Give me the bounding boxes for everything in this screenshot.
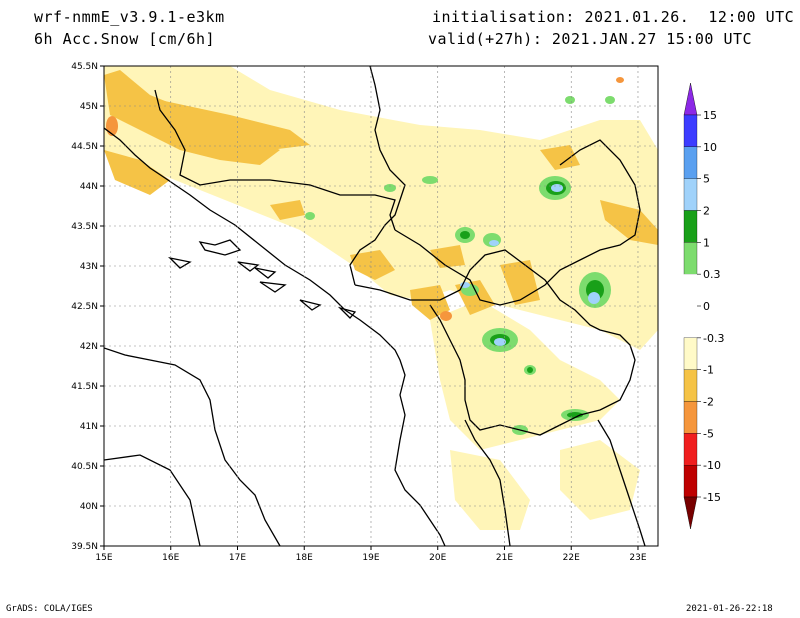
variable-title: 6h Acc.Snow [cm/6h] (34, 30, 216, 48)
longitude-labels: 15E 16E 17E 18E 19E 20E 21E 22E 23E (95, 546, 647, 563)
colorbar-label: -0.3 (703, 332, 724, 345)
lon-tick-label: 19E (362, 553, 379, 563)
lat-tick-label: 39.5N (71, 542, 98, 552)
valid-time-label: valid(+27h): 2021.JAN.27 15:00 UTC (428, 30, 753, 48)
snow-light-green-areas (305, 96, 615, 435)
colorbar-swatch (683, 146, 698, 179)
colorbar-bottom-arrow (683, 496, 698, 530)
colorbar-label: -10 (703, 459, 721, 472)
colorbar-swatch (683, 242, 698, 275)
snow-yellow-areas (104, 70, 658, 320)
colorbar-swatch (683, 433, 698, 466)
colorbar-label: -15 (703, 491, 721, 504)
initialisation-label: initialisation: 2021.01.26. 12:00 UTC (432, 8, 795, 26)
colorbar-label: -2 (703, 396, 714, 409)
snow-orange-areas (106, 77, 624, 321)
lat-tick-label: 42.5N (71, 302, 98, 312)
colorbar-swatch (684, 274, 697, 306)
snow-field (104, 66, 658, 530)
colorbar-swatch (684, 306, 697, 338)
lat-tick-label: 40N (80, 502, 98, 512)
lon-tick-label: 21E (496, 553, 513, 563)
grads-credit: GrADS: COLA/IGES (6, 604, 93, 614)
colorbar-label: 10 (703, 141, 717, 154)
lat-tick-label: 44N (80, 182, 98, 192)
latitude-labels: 45.5N 45N 44.5N 44N 43.5N 43N 42.5N 42N 41.5N 41N… (71, 62, 104, 552)
colorbar-label: 2 (703, 205, 710, 218)
colorbar-label: 15 (703, 109, 717, 122)
lat-tick-label: 43N (80, 262, 98, 272)
colorbar-swatch (683, 210, 698, 243)
colorbar-swatch (683, 401, 698, 434)
colorbar-swatch (683, 369, 698, 402)
lat-lon-grid (104, 66, 658, 546)
render-timestamp: 2021-01-26-22:18 (686, 604, 773, 614)
lat-tick-label: 44.5N (71, 142, 98, 152)
colorbar-swatch (683, 465, 698, 498)
snow-light-blue-areas (460, 184, 600, 346)
coastlines-borders (104, 66, 646, 546)
lon-tick-label: 20E (429, 553, 446, 563)
colorbar-swatch (683, 337, 698, 370)
lat-tick-label: 43.5N (71, 222, 98, 232)
model-title: wrf-nmmE_v3.9.1-e3km (34, 8, 225, 26)
colorbar-label: 1 (703, 236, 710, 249)
lat-tick-label: 41.5N (71, 382, 98, 392)
lat-tick-label: 41N (80, 422, 98, 432)
lon-tick-label: 23E (629, 553, 646, 563)
colorbar-label: 5 (703, 173, 710, 186)
lon-tick-label: 15E (95, 553, 112, 563)
colorbar-swatch (683, 178, 698, 211)
colorbar: 15 10 5 2 1 0.3 0 -0.3 -1 -2 -5 -10 -15 (683, 82, 724, 530)
lat-tick-label: 40.5N (71, 462, 98, 472)
colorbar-label: -1 (703, 364, 714, 377)
lat-tick-label: 45.5N (71, 62, 98, 72)
colorbar-top-arrow (683, 82, 698, 116)
lon-tick-label: 22E (563, 553, 580, 563)
lon-tick-label: 18E (296, 553, 313, 563)
lat-tick-label: 45N (80, 102, 98, 112)
lon-tick-label: 17E (229, 553, 246, 563)
colorbar-swatch (683, 114, 698, 147)
lat-tick-label: 42N (80, 342, 98, 352)
colorbar-label: 0 (703, 300, 710, 313)
colorbar-label: -5 (703, 427, 714, 440)
lon-tick-label: 16E (162, 553, 179, 563)
colorbar-label: 0.3 (703, 268, 721, 281)
